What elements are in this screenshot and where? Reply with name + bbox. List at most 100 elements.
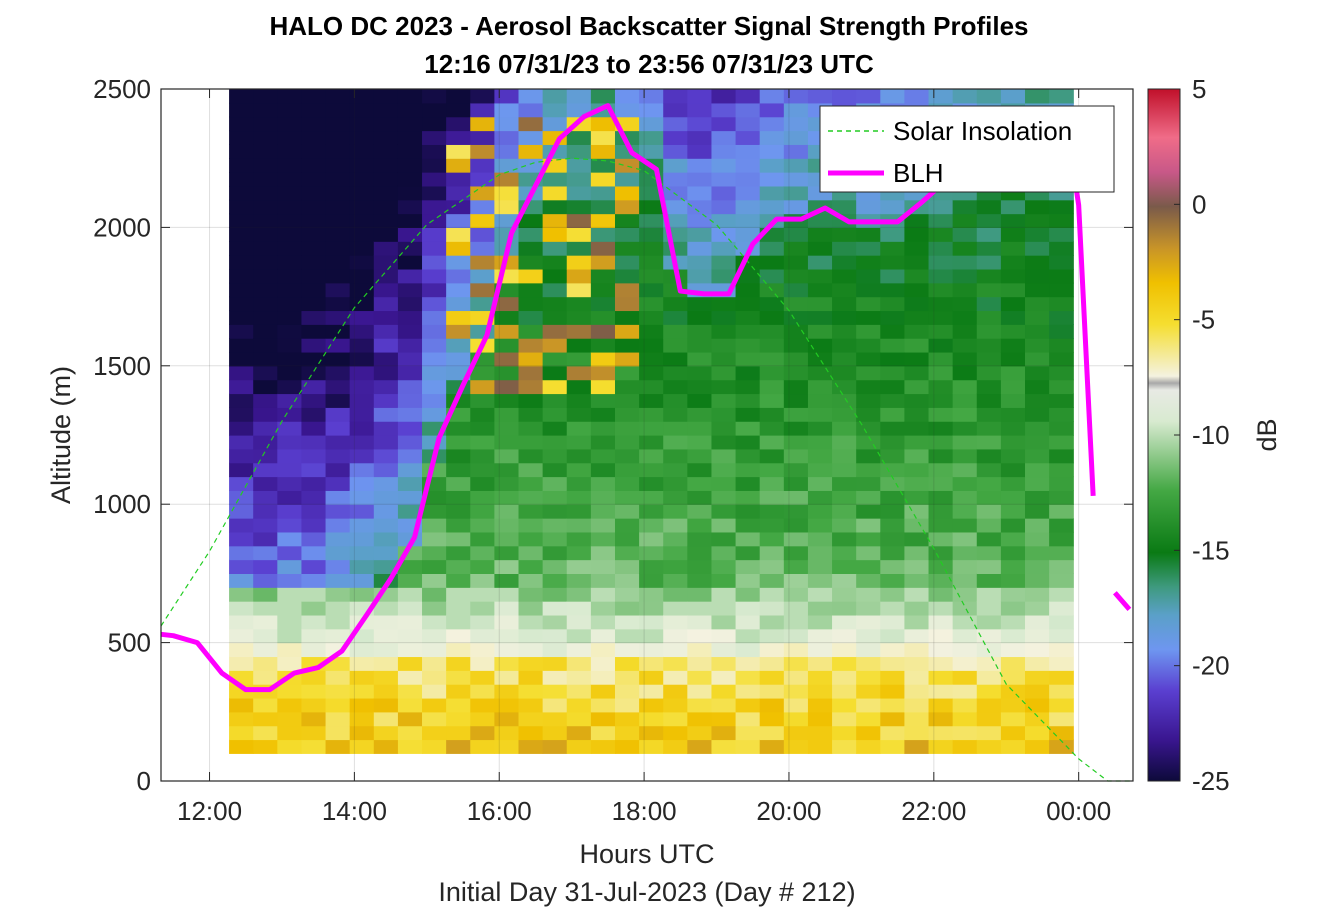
heatmap-cell xyxy=(325,393,351,408)
heatmap-cell xyxy=(663,158,688,173)
heatmap-cell xyxy=(277,130,303,145)
heatmap-cell xyxy=(277,518,303,533)
heatmap-cell xyxy=(253,393,278,408)
heatmap-cell xyxy=(349,296,375,312)
heatmap-cell xyxy=(373,102,399,118)
heatmap-cell xyxy=(783,476,809,491)
heatmap-cell xyxy=(759,739,785,754)
heatmap-cell xyxy=(735,559,761,574)
heatmap-cell xyxy=(1025,448,1050,464)
heatmap-cell xyxy=(1025,490,1050,505)
heatmap-cell xyxy=(566,711,592,727)
heatmap-cell xyxy=(542,504,568,519)
heatmap-cell xyxy=(614,324,640,339)
heatmap-cell xyxy=(687,185,713,201)
heatmap-cell xyxy=(325,227,351,242)
heatmap-cell xyxy=(856,670,881,685)
heatmap-cell xyxy=(783,614,809,630)
heatmap-cell xyxy=(422,116,447,132)
heatmap-cell xyxy=(759,725,785,741)
heatmap-cell xyxy=(590,711,616,727)
heatmap-cell xyxy=(542,435,568,450)
heatmap-cell xyxy=(542,670,568,685)
heatmap-cell xyxy=(446,144,471,159)
heatmap-cell xyxy=(470,89,495,104)
heatmap-cell xyxy=(807,642,833,658)
heatmap-cell xyxy=(325,711,351,727)
heatmap-cell xyxy=(904,324,930,339)
heatmap-cell xyxy=(470,102,495,118)
heatmap-cell xyxy=(807,310,833,325)
heatmap-cell xyxy=(590,531,616,547)
heatmap-cell xyxy=(614,365,640,381)
heatmap-cell xyxy=(614,656,640,671)
heatmap-cell xyxy=(687,739,713,754)
heatmap-cell xyxy=(639,89,664,104)
heatmap-cell xyxy=(735,213,761,228)
heatmap-cell xyxy=(759,421,785,436)
heatmap-cell xyxy=(856,697,881,713)
heatmap-cell xyxy=(1049,435,1074,450)
heatmap-cell xyxy=(614,185,640,201)
heatmap-cell xyxy=(422,310,447,325)
heatmap-cell xyxy=(277,199,303,215)
heatmap-cell xyxy=(422,559,447,574)
heatmap-cell xyxy=(807,739,833,754)
heatmap-cell xyxy=(590,587,616,602)
heatmap-cell xyxy=(783,144,809,159)
heatmap-cell xyxy=(783,227,809,242)
heatmap-cell xyxy=(422,739,447,754)
heatmap-cell xyxy=(301,130,327,145)
heatmap-cell xyxy=(422,518,447,533)
heatmap-cell xyxy=(663,601,688,616)
heatmap-cell xyxy=(422,531,447,547)
heatmap-cell xyxy=(373,504,399,519)
heatmap-cell xyxy=(301,241,327,256)
heatmap-cell xyxy=(614,351,640,367)
heatmap-cell xyxy=(277,310,303,325)
heatmap-cell xyxy=(590,573,616,588)
heatmap-cell xyxy=(880,324,906,339)
heatmap-cell xyxy=(1025,545,1050,561)
heatmap-cell xyxy=(735,365,761,381)
heatmap-cell xyxy=(711,199,737,215)
heatmap-cell xyxy=(422,628,447,644)
heatmap-cell xyxy=(349,435,375,450)
heatmap-cell xyxy=(1049,338,1074,353)
heatmap-cell xyxy=(614,268,640,284)
heatmap-cell xyxy=(422,130,447,145)
heatmap-cell xyxy=(373,614,399,630)
heatmap-cell xyxy=(422,379,447,395)
heatmap-cell xyxy=(614,282,640,298)
heatmap-cell xyxy=(856,199,881,215)
heatmap-cell xyxy=(687,213,713,228)
heatmap-cell xyxy=(904,338,930,353)
heatmap-cell xyxy=(277,559,303,574)
heatmap-cell xyxy=(783,407,809,422)
heatmap-cell xyxy=(759,144,785,159)
heatmap-cell xyxy=(253,185,278,201)
heatmap-cell xyxy=(856,324,881,339)
heatmap-cell xyxy=(928,268,954,284)
heatmap-cell xyxy=(639,504,664,519)
heatmap-cell xyxy=(856,421,881,436)
heatmap-cell xyxy=(1000,642,1026,658)
heatmap-cell xyxy=(711,255,737,270)
heatmap-cell xyxy=(663,310,688,325)
heatmap-cell xyxy=(542,601,568,616)
heatmap-cell xyxy=(229,268,254,284)
heatmap-cell xyxy=(1049,684,1074,699)
heatmap-cell xyxy=(590,89,616,104)
heatmap-cell xyxy=(373,642,399,658)
heatmap-cell xyxy=(1000,531,1026,547)
heatmap-cell xyxy=(566,213,592,228)
heatmap-cell xyxy=(639,684,664,699)
heatmap-cell xyxy=(1000,227,1026,242)
heatmap-cell xyxy=(904,213,930,228)
heatmap-cell xyxy=(446,518,471,533)
heatmap-cell xyxy=(301,185,327,201)
heatmap-cell xyxy=(301,587,327,602)
heatmap-cell xyxy=(349,213,375,228)
heatmap-cell xyxy=(639,338,664,353)
heatmap-cell xyxy=(1025,435,1050,450)
